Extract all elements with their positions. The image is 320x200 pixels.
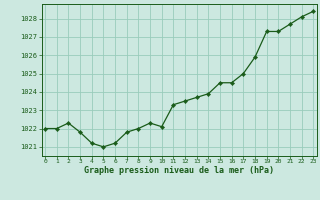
X-axis label: Graphe pression niveau de la mer (hPa): Graphe pression niveau de la mer (hPa) — [84, 166, 274, 175]
